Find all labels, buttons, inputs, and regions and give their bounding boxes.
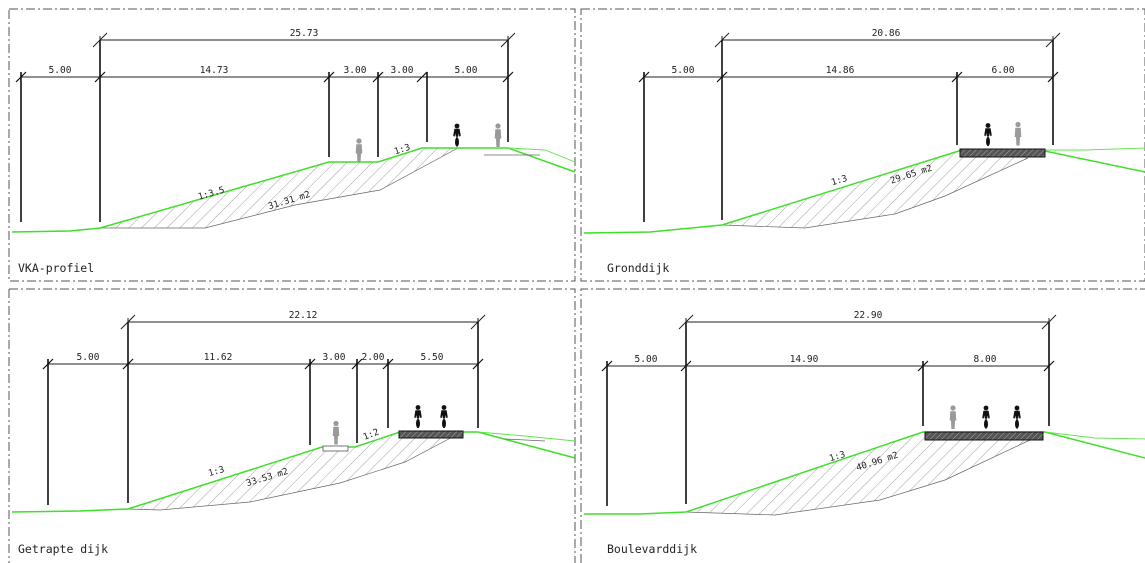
pedestrian-icon [1014,121,1022,146]
panel-getrapte-dijk: 22.12 5.00 11.62 3.00 2.00 5.50 1:3 1:2 … [8,288,576,563]
cyclist-icon [984,123,992,147]
slope-label: 1:3 [828,450,846,464]
dimension-label: 5.00 [635,354,658,365]
cyclist-icon [1013,405,1021,429]
hatched-area [127,431,463,511]
cyclist-icon [440,405,448,429]
step-bench [322,445,349,452]
overall-dimension: 22.12 [289,310,318,321]
pedestrian-icon [355,138,363,162]
slope-label: 1:3 [830,174,848,188]
cyclist-icon [414,405,422,429]
panel-boulevarddijk: 22.90 5.00 14.90 8.00 1:3 40.96 m2 Boule… [580,288,1145,563]
dimension-lines [638,32,1061,222]
panel-gronddijk: 20.86 5.00 14.86 6.00 1:3 29.65 m2 Grond… [580,8,1145,282]
panel-frame [9,288,576,563]
panel-title: VKA-profiel [18,261,94,275]
panel-title: Getrapte dijk [18,542,108,556]
dimension-label: 5.00 [49,65,72,76]
dimension-label: 14.90 [790,354,819,365]
road-deck [959,148,1046,158]
dimension-label: 3.00 [323,352,346,363]
overall-dimension: 22.90 [854,310,883,321]
hatched-area [100,147,459,229]
dimension-label: 6.00 [992,65,1015,76]
dimension-label: 14.86 [826,65,855,76]
dimension-lines [42,314,486,505]
panel-frame [580,8,1145,282]
road-deck [398,430,464,439]
dimension-lines [601,314,1057,506]
ground-line [583,147,1145,234]
dimension-lines [15,32,516,222]
boulevard-deck [924,431,1044,441]
ground-line [11,147,576,233]
overall-dimension: 20.86 [872,28,901,39]
panel-frame [580,288,1145,563]
hatched-area [685,432,1045,516]
dimension-label: 11.62 [204,352,233,363]
dimension-label: 5.00 [672,65,695,76]
dimension-label: 5.50 [421,352,444,363]
dimension-label: 8.00 [974,354,997,365]
panel-title: Gronddijk [607,261,669,275]
overall-dimension: 25.73 [290,28,319,39]
dimension-label: 14.73 [200,65,229,76]
dimension-label: 3.00 [344,65,367,76]
dimension-label: 5.00 [77,352,100,363]
dimension-label: 3.00 [391,65,414,76]
panel-title: Boulevarddijk [607,542,697,556]
hatched-area [721,150,1040,229]
ground-line [584,431,1145,515]
slope-label: 1:3 [207,465,225,479]
pedestrian-icon [949,405,957,429]
pedestrian-icon [494,123,502,147]
slope-label: 1:3 [393,143,412,158]
panel-frame [8,8,576,282]
panel-vka-profiel: 25.73 5.00 14.73 3.00 3.00 5.00 1:3.5 1:… [8,8,576,282]
dimension-label: 2.00 [362,352,385,363]
pedestrian-icon [332,420,340,445]
cyclist-icon [453,123,461,147]
cyclist-icon [982,405,990,429]
dimension-label: 5.00 [455,65,478,76]
